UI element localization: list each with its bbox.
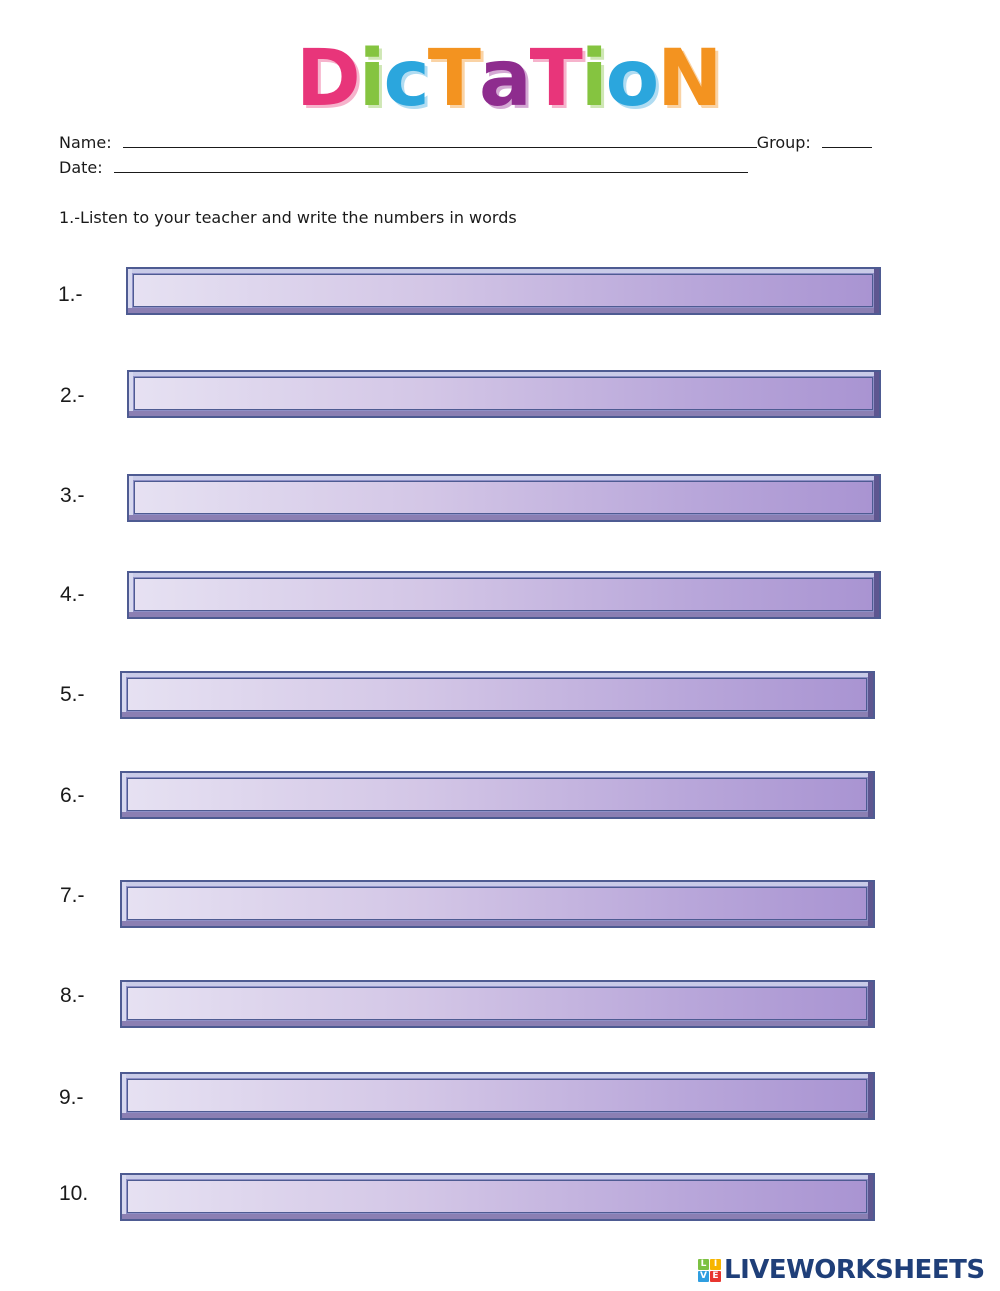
title-letter: o xyxy=(605,34,660,124)
name-label: Name: xyxy=(59,133,112,152)
answer-input-10[interactable] xyxy=(128,1181,866,1212)
group-label: Group: xyxy=(756,133,811,152)
title-letter: N xyxy=(657,34,722,124)
answer-box-5[interactable] xyxy=(120,671,875,719)
title-letter: i xyxy=(358,34,386,124)
name-field-row: Name: Group: xyxy=(59,133,872,152)
answer-box-10[interactable] xyxy=(120,1173,875,1221)
answer-input-3[interactable] xyxy=(135,482,872,513)
answer-label-4: 4.- xyxy=(60,583,85,606)
date-field-row: Date: xyxy=(59,158,748,177)
answer-input-1[interactable] xyxy=(134,275,872,306)
date-line[interactable] xyxy=(113,158,748,173)
answer-label-10: 10. xyxy=(59,1182,89,1205)
answer-box-1[interactable] xyxy=(126,267,881,315)
liveworksheets-logo[interactable]: L I V E LIVEWORKSHEETS xyxy=(698,1255,985,1285)
logo-letter: L xyxy=(698,1258,709,1270)
title-letter: c xyxy=(383,34,430,124)
answer-input-6[interactable] xyxy=(128,779,866,810)
title-letter: D xyxy=(296,34,361,124)
answer-input-7[interactable] xyxy=(128,888,866,919)
answer-label-6: 6.- xyxy=(60,784,85,807)
answer-input-4[interactable] xyxy=(135,579,872,610)
name-line[interactable] xyxy=(122,133,757,148)
brand-name: LIVEWORKSHEETS xyxy=(724,1255,985,1285)
answer-label-5: 5.- xyxy=(60,683,85,706)
answer-input-8[interactable] xyxy=(128,988,866,1019)
logo-letter: E xyxy=(710,1270,721,1282)
answer-box-9[interactable] xyxy=(120,1072,875,1120)
title-letter: a xyxy=(478,34,532,124)
answer-input-5[interactable] xyxy=(128,679,866,710)
group-line[interactable] xyxy=(821,133,872,148)
date-label: Date: xyxy=(59,158,103,177)
answer-box-3[interactable] xyxy=(127,474,881,522)
answer-box-2[interactable] xyxy=(127,370,881,418)
instruction-text: 1.-Listen to your teacher and write the … xyxy=(59,208,517,227)
answer-label-1: 1.- xyxy=(58,283,83,306)
answer-label-8: 8.- xyxy=(60,984,85,1007)
answer-label-3: 3.- xyxy=(60,484,85,507)
answer-box-4[interactable] xyxy=(127,571,881,619)
title-letter: T xyxy=(427,34,481,124)
logo-letter: V xyxy=(698,1270,709,1282)
answer-label-2: 2.- xyxy=(60,384,85,407)
live-icon: L I V E xyxy=(698,1258,721,1282)
answer-box-6[interactable] xyxy=(120,771,875,819)
answer-label-7: 7.- xyxy=(60,884,85,907)
worksheet-title: D i c T a T i o N xyxy=(296,28,722,124)
title-letter: i xyxy=(580,34,608,124)
answer-input-2[interactable] xyxy=(135,378,872,409)
logo-letter: I xyxy=(710,1258,721,1270)
answer-box-8[interactable] xyxy=(120,980,875,1028)
answer-label-9: 9.- xyxy=(59,1086,84,1109)
answer-input-9[interactable] xyxy=(128,1080,866,1111)
answer-box-7[interactable] xyxy=(120,880,875,928)
title-letter: T xyxy=(529,34,583,124)
